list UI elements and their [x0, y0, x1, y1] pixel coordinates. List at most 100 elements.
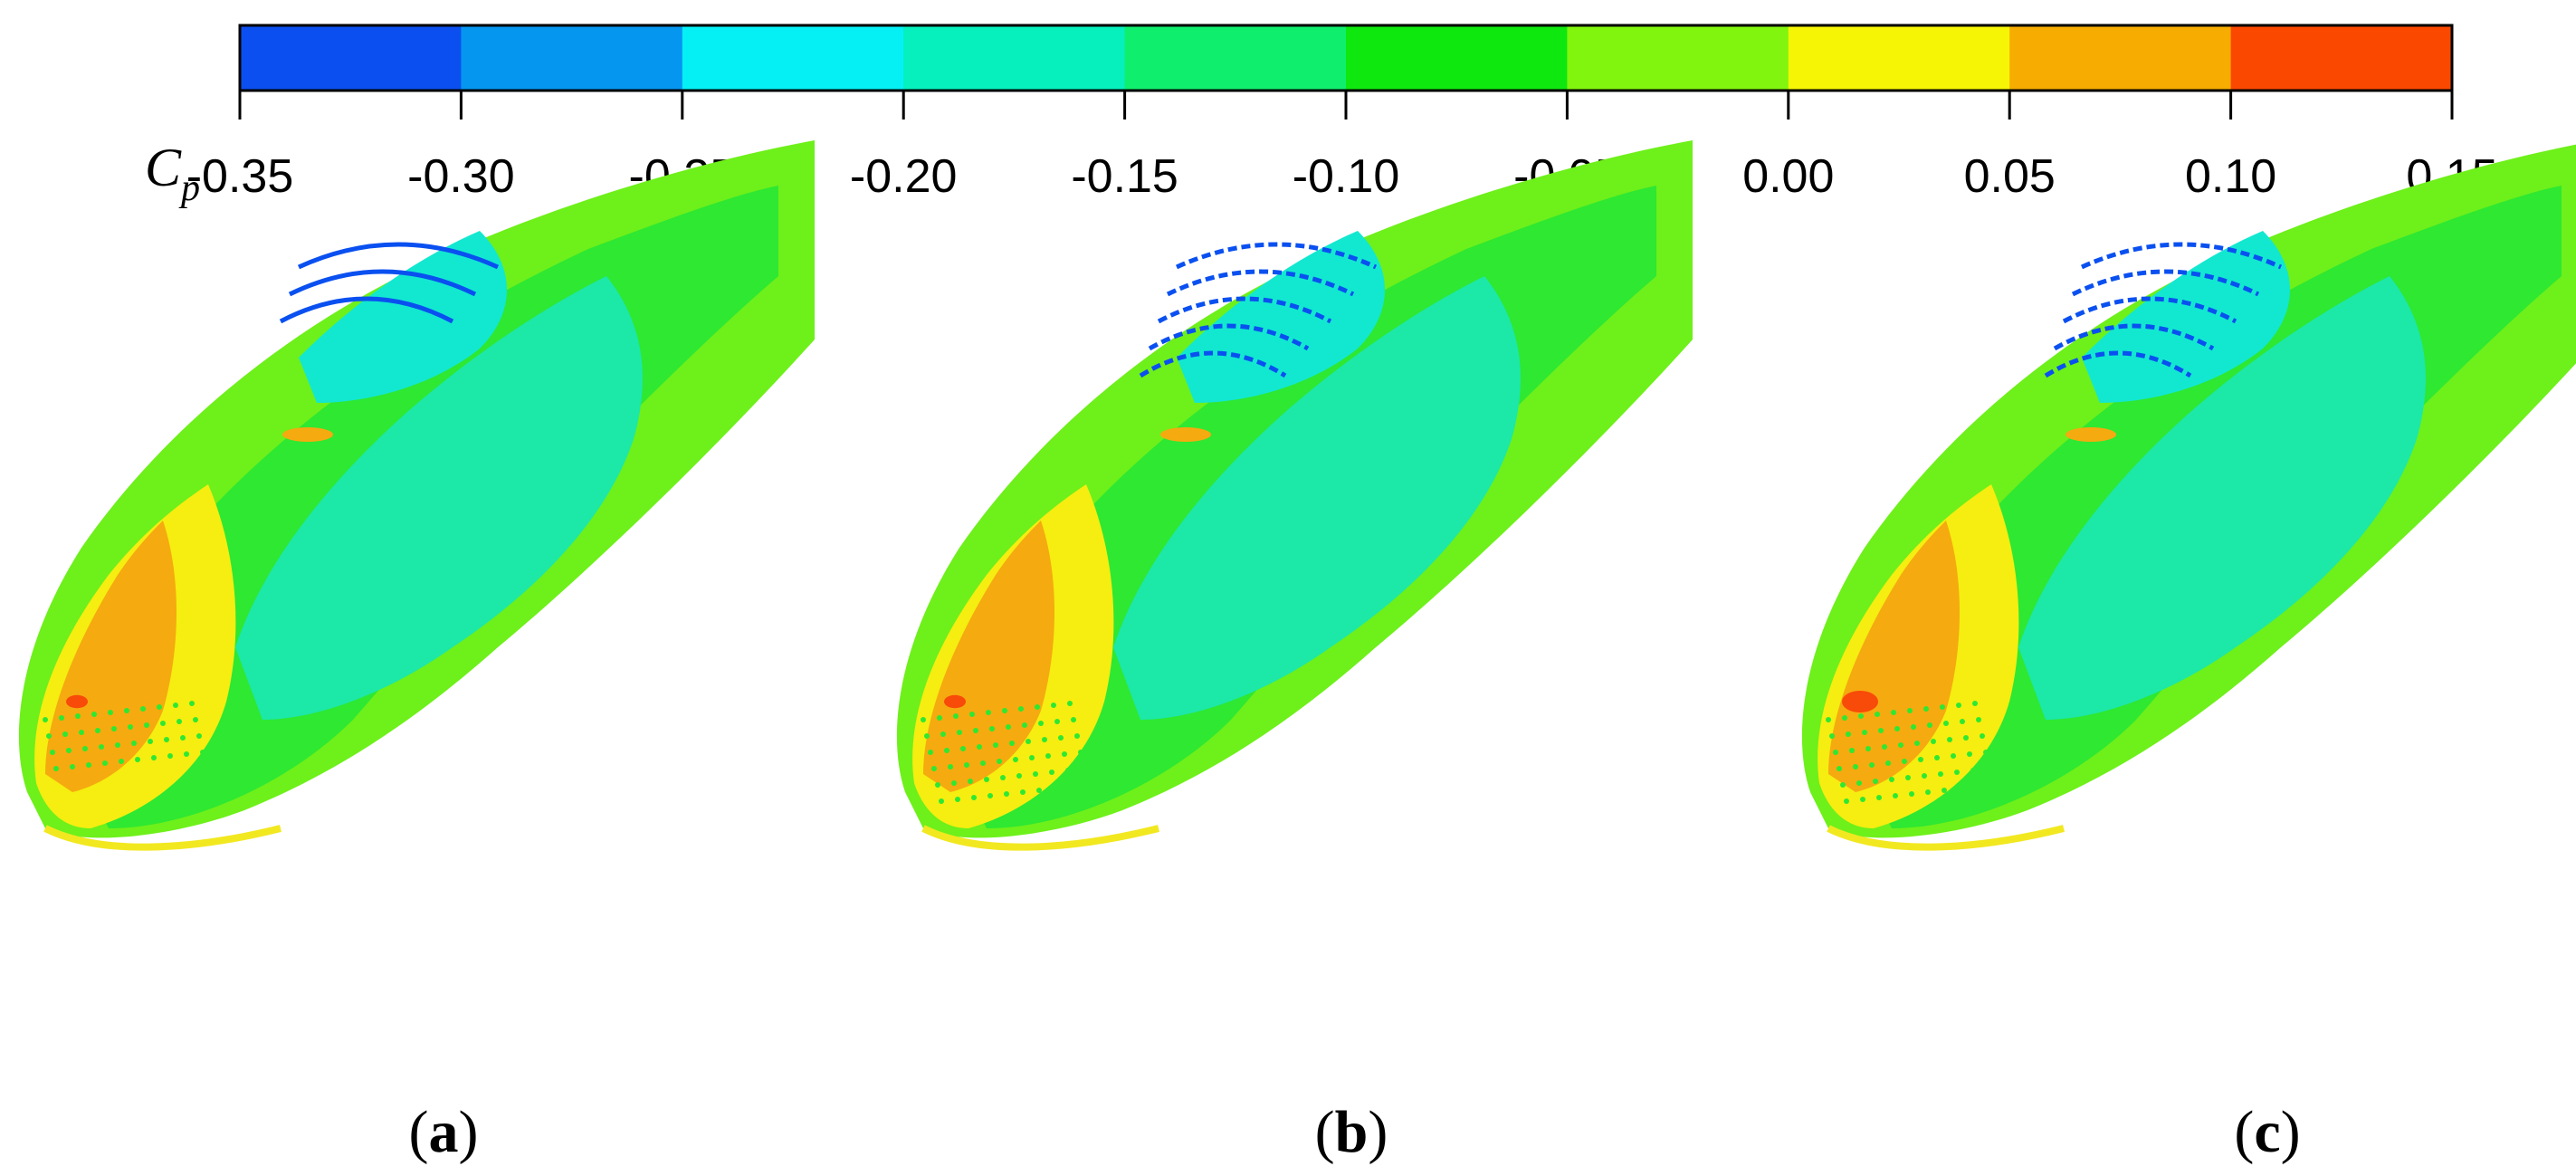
perforation-hole — [99, 744, 104, 750]
perforation-hole — [43, 717, 48, 722]
panel-b-fuselage-nose — [896, 140, 1693, 851]
perforation-hole — [1891, 710, 1896, 715]
perforation-hole — [1865, 746, 1871, 751]
perforation-hole — [1085, 782, 1091, 788]
perforation-hole — [1067, 701, 1073, 706]
suction-region — [1113, 276, 1521, 720]
perforation-hole — [1016, 773, 1022, 779]
perforation-hole — [1898, 742, 1903, 748]
perforation-hole — [928, 750, 933, 755]
suction-region — [2018, 276, 2426, 720]
perforation-hole — [1045, 753, 1051, 759]
slot-stagnation-spot — [282, 427, 333, 442]
suction-slot — [2071, 269, 2260, 297]
perforation-hole — [1905, 775, 1911, 780]
perforation-hole — [70, 764, 75, 770]
stagnation-peak — [66, 694, 88, 709]
perforation-hole — [79, 730, 84, 735]
slot-stagnation-spot — [2066, 427, 2116, 442]
stagnation-peak — [1842, 691, 1878, 712]
perforation-hole — [1938, 771, 1943, 777]
colorbar-segment — [1124, 25, 1347, 91]
perforation-hole — [924, 733, 930, 739]
perforation-hole — [1860, 797, 1865, 802]
perforation-hole — [986, 710, 991, 715]
perforation-hole — [1876, 795, 1882, 800]
perforation-hole — [1909, 791, 1914, 797]
perforation-hole — [180, 735, 186, 741]
perforation-hole — [1911, 724, 1916, 730]
perforation-hole — [1002, 708, 1007, 713]
perforation-hole — [1074, 733, 1080, 739]
perforation-hole — [115, 742, 120, 748]
panel-c-caption: (c) — [2234, 1099, 2300, 1165]
colorbar-segment — [1788, 25, 2010, 91]
perforation-hole — [1951, 753, 1956, 759]
perforation-hole — [1035, 704, 1040, 710]
perforation-hole — [1053, 786, 1058, 791]
perforation-hole — [1894, 726, 1900, 731]
perforation-hole — [948, 764, 953, 770]
suction-slot — [1166, 269, 1355, 297]
perforation-hole — [189, 701, 195, 706]
panel-c-nose-render — [1801, 144, 2576, 851]
colorbar-segment — [903, 25, 1126, 91]
colorbar-ticks: -0.35-0.30-0.25-0.20-0.15-0.10-0.050.000… — [186, 91, 2498, 203]
perforation-hole — [1833, 750, 1838, 755]
perforation-hole — [160, 721, 166, 726]
perforation-hole — [987, 793, 993, 798]
suction-region — [235, 276, 643, 720]
colorbar-segment — [1567, 25, 1789, 91]
perforation-hole — [1885, 760, 1891, 766]
perforation-hole — [1873, 779, 1878, 784]
stagnation-region-orange — [45, 521, 177, 792]
perforation-hole — [1846, 731, 1851, 737]
perforation-hole — [1006, 724, 1011, 730]
perforation-hole — [1082, 766, 1087, 771]
perforation-hole — [984, 777, 989, 782]
perforation-hole — [1042, 737, 1047, 742]
perforation-hole — [1065, 768, 1071, 773]
perforation-hole — [1842, 715, 1847, 721]
perforation-hole — [1020, 789, 1026, 795]
panel-c — [1801, 144, 2576, 851]
colorbar-variable-symbol: C — [145, 138, 182, 197]
perforation-hole — [1033, 771, 1038, 777]
colorbar-variable-subscript: p — [178, 167, 200, 209]
perforation-hole — [200, 750, 205, 755]
perforation-hole — [1970, 768, 1976, 773]
colorbar-tick-label: 0.05 — [1964, 150, 2056, 203]
perforation-hole — [124, 708, 129, 713]
suction-slot — [2062, 296, 2237, 324]
perforation-hole — [1013, 757, 1018, 762]
perforation-hole — [1026, 739, 1031, 744]
suction-slot — [1157, 296, 1332, 324]
perforation-hole — [1976, 717, 1981, 722]
colorbar-segment — [240, 25, 462, 91]
perforation-hole — [1974, 784, 1980, 789]
perforation-hole — [971, 795, 977, 800]
perforation-hole — [1972, 701, 1978, 706]
perforation-hole — [131, 741, 137, 746]
perforation-hole — [177, 719, 182, 724]
perforation-hole — [1069, 784, 1074, 789]
panel-a-fuselage-nose — [18, 140, 815, 851]
perforation-hole — [108, 710, 113, 715]
suction-peak-region — [299, 231, 507, 403]
panel-a-caption: (a) — [409, 1099, 479, 1165]
perforation-hole — [1869, 762, 1875, 768]
colorbar-tick-label: -0.15 — [1071, 150, 1178, 203]
panel-c-fuselage-nose — [1801, 144, 2576, 851]
nose-rim — [43, 825, 281, 851]
perforation-hole — [1882, 744, 1887, 750]
suction-slot — [2053, 323, 2215, 351]
perforation-hole — [128, 724, 133, 730]
perforation-hole — [935, 782, 940, 788]
perforation-hole — [193, 717, 198, 722]
perforation-hole — [1829, 733, 1835, 739]
perforation-hole — [135, 757, 140, 762]
perforation-hole — [1923, 706, 1929, 712]
perforation-hole — [939, 798, 944, 804]
suction-slot — [297, 242, 500, 270]
